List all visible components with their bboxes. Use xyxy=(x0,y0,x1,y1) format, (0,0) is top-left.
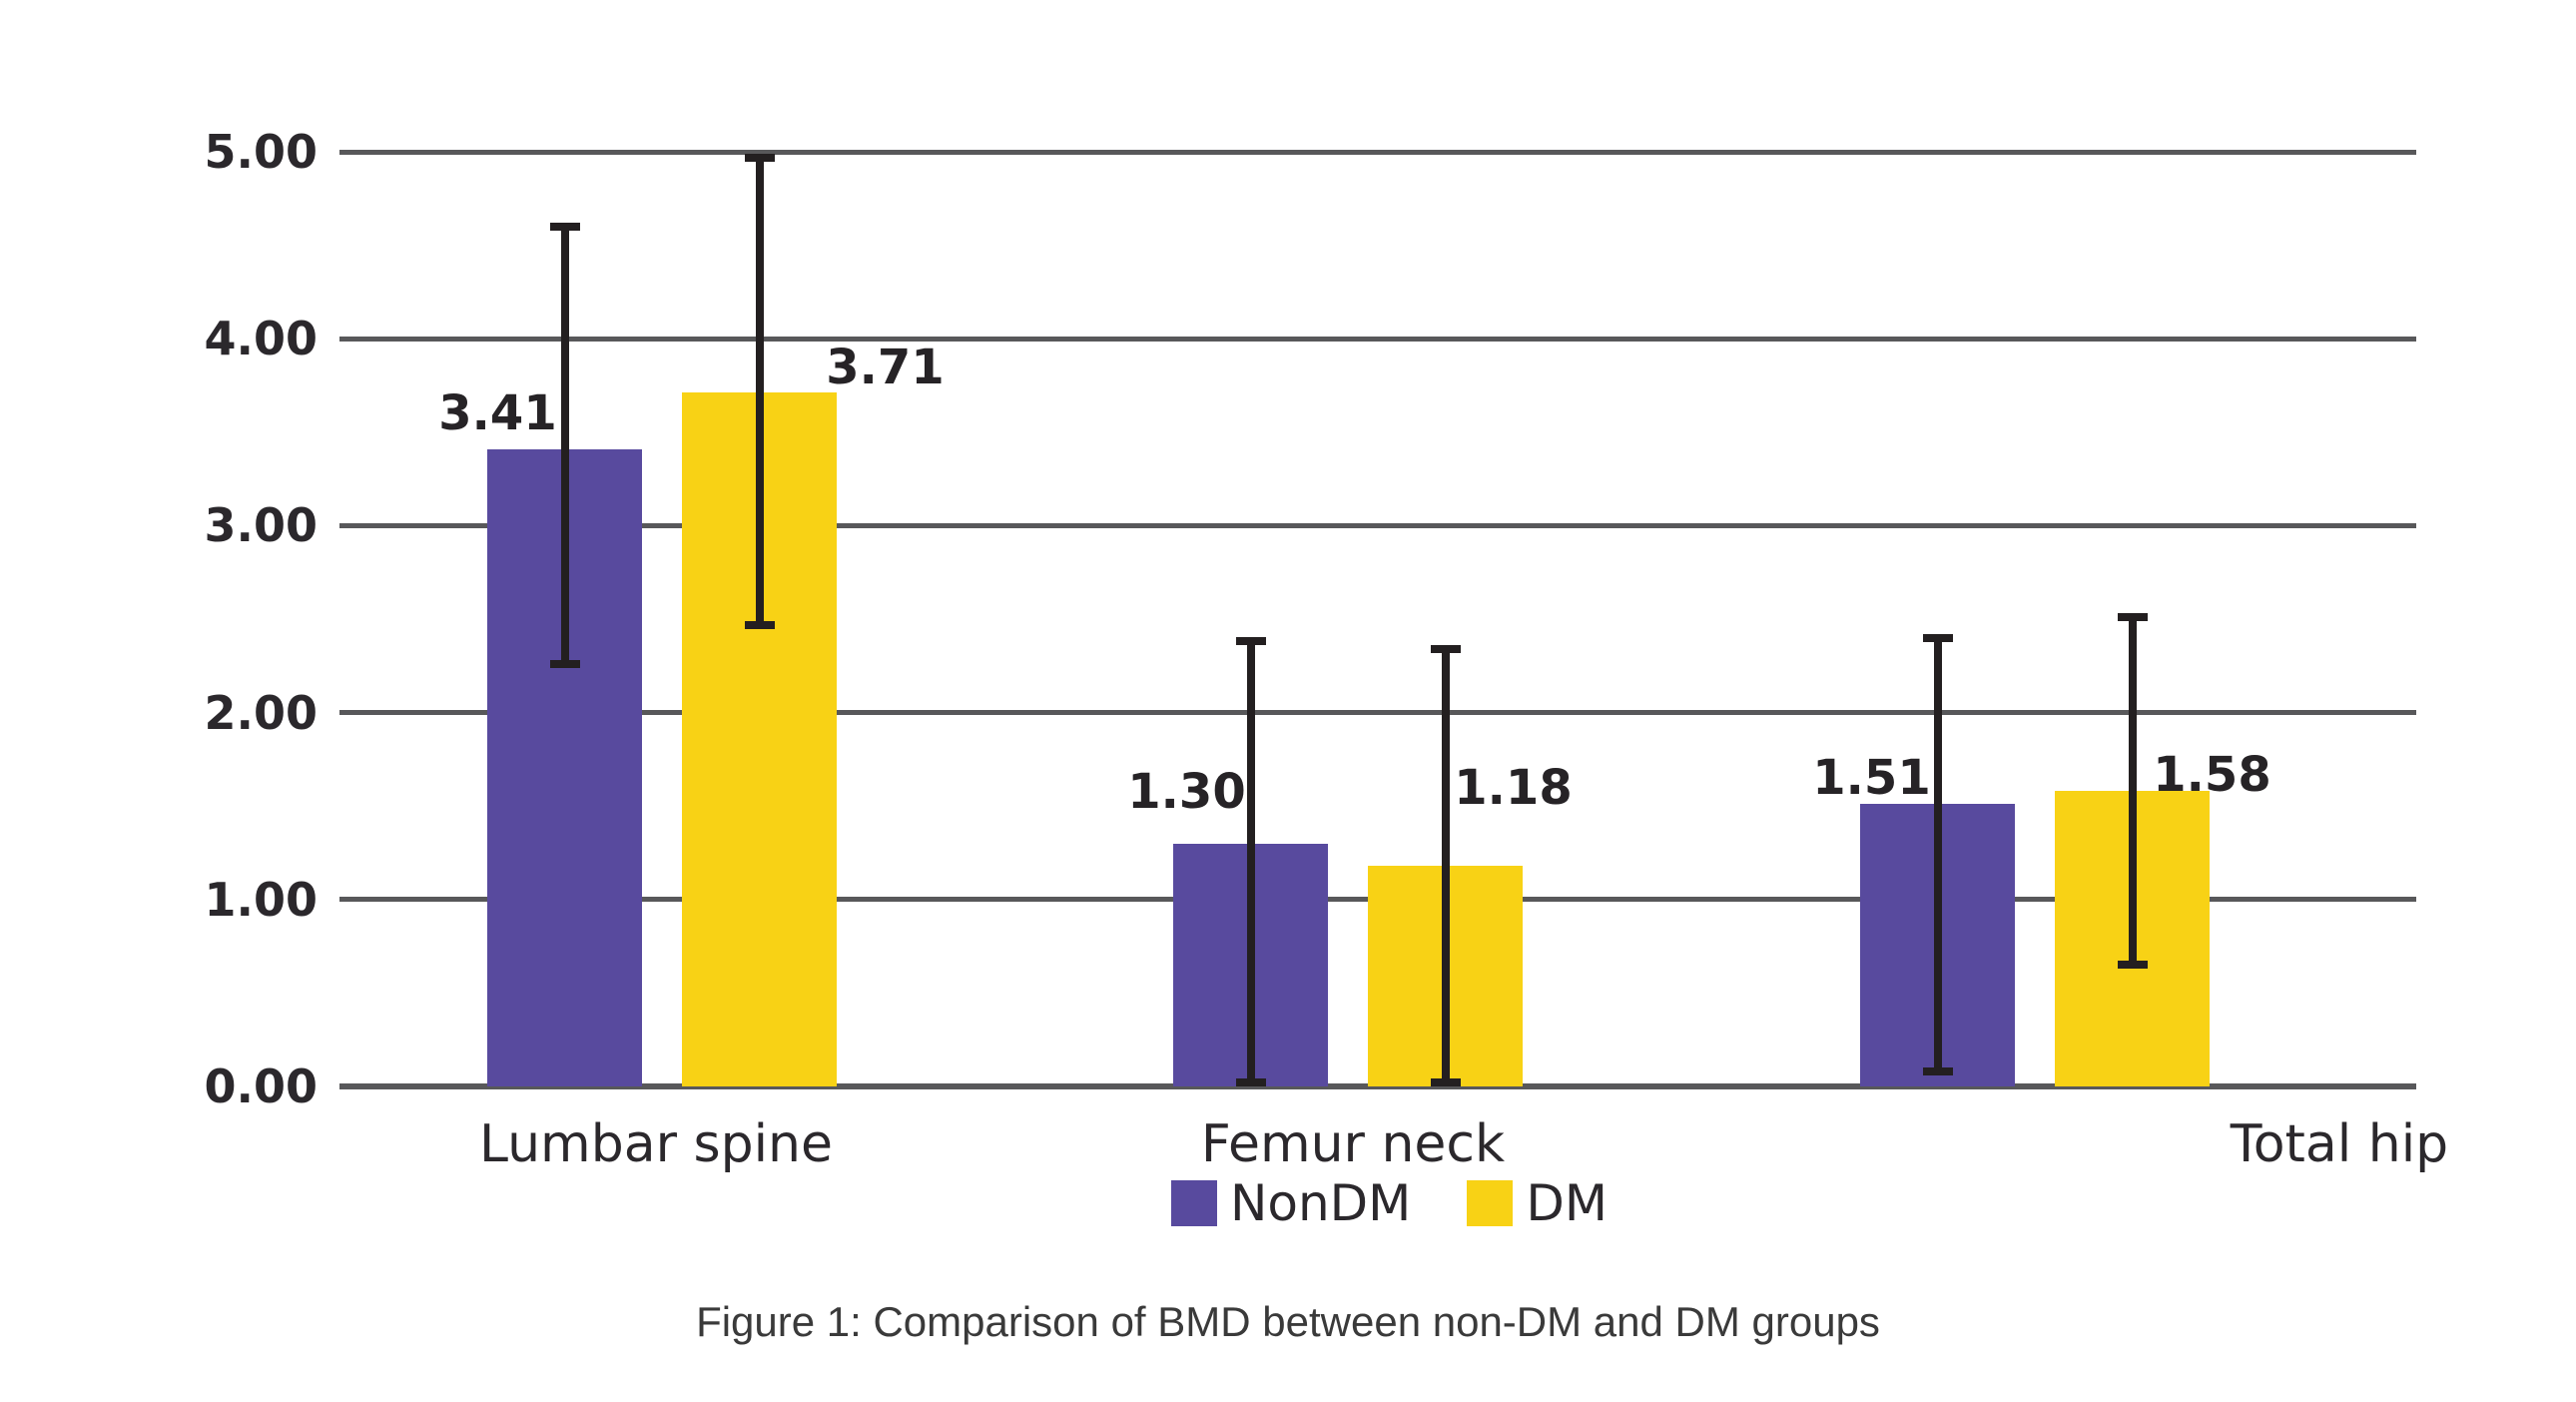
category-label-femur-neck: Femur neck xyxy=(1200,1114,1506,1174)
bar-value-label: 1.51 xyxy=(1812,750,1931,807)
legend-swatch-dm xyxy=(1467,1180,1514,1226)
error-bar-cap xyxy=(549,659,580,668)
error-bar-cap xyxy=(1235,1078,1266,1087)
error-bar-cap xyxy=(2117,613,2148,622)
y-axis-tick-label: 0.00 xyxy=(204,1059,319,1113)
y-axis-tick-label: 3.00 xyxy=(204,498,319,553)
error-bar xyxy=(755,157,764,625)
legend-label: DM xyxy=(1526,1174,1608,1232)
error-bar xyxy=(1441,648,1450,1083)
error-bar-cap xyxy=(1430,1078,1461,1087)
y-axis-tick-label: 5.00 xyxy=(204,125,319,179)
gridline xyxy=(339,522,2416,528)
y-axis-tick-label: 2.00 xyxy=(204,685,319,740)
figure-caption: Figure 1: Comparison of BMD between non-… xyxy=(696,1298,1880,1345)
legend-item-nondm: NonDM xyxy=(1171,1178,1411,1228)
error-bar-cap xyxy=(744,620,775,629)
error-bar-cap xyxy=(1430,644,1461,653)
bar-value-label: 1.18 xyxy=(1454,760,1573,817)
gridline xyxy=(339,1083,2416,1089)
category-label-lumbar-spine: Lumbar spine xyxy=(479,1114,833,1174)
legend-label: NonDM xyxy=(1230,1174,1412,1232)
legend-swatch-nondm xyxy=(1171,1180,1217,1226)
y-axis-tick-label: 1.00 xyxy=(204,872,319,927)
error-bar xyxy=(2128,617,2137,966)
bar-value-label: 3.41 xyxy=(438,384,557,441)
error-bar xyxy=(1246,641,1255,1083)
bar-value-label: 1.58 xyxy=(2153,747,2271,804)
gridline xyxy=(339,710,2416,716)
error-bar xyxy=(1933,637,1942,1072)
error-bar-cap xyxy=(1235,637,1266,646)
error-bar-cap xyxy=(1922,633,1953,642)
legend: NonDM DM xyxy=(1171,1178,1608,1228)
gridline xyxy=(339,149,2416,155)
gridline xyxy=(339,336,2416,342)
error-bar xyxy=(560,226,569,664)
category-label-total-hip: Total hip xyxy=(2230,1114,2449,1174)
legend-item-dm: DM xyxy=(1467,1178,1608,1228)
error-bar-cap xyxy=(2117,961,2148,970)
bar-value-label: 3.71 xyxy=(826,340,945,396)
error-bar-cap xyxy=(744,153,775,162)
error-bar-cap xyxy=(549,222,580,231)
error-bar-cap xyxy=(1922,1067,1953,1076)
y-axis-tick-label: 4.00 xyxy=(204,312,319,366)
bar-value-label: 1.30 xyxy=(1127,763,1246,820)
